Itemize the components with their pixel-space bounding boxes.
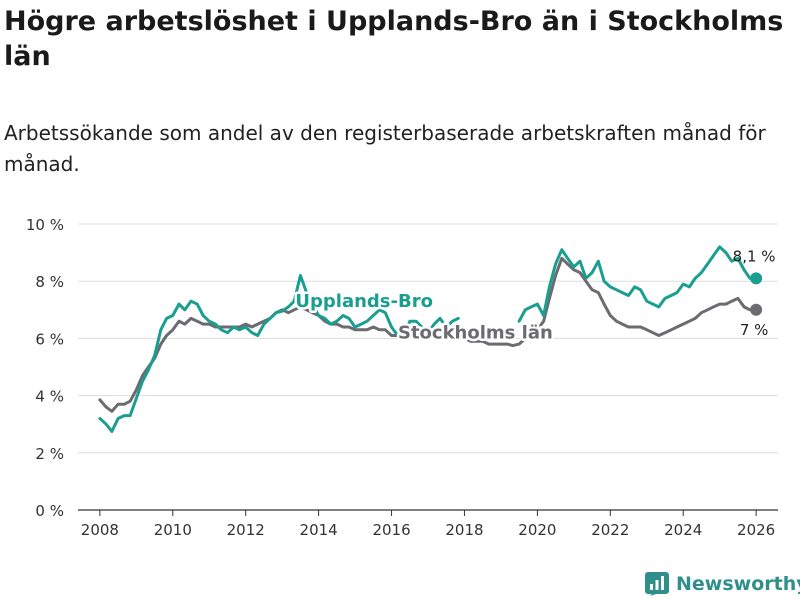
y-tick-label: 2 %: [35, 445, 64, 463]
upplands-bro-end-point: [750, 272, 763, 285]
chart-title: Högre arbetslöshet i Upplands-Bro än i S…: [4, 6, 784, 72]
x-tick-label: 2018: [445, 521, 483, 539]
x-tick-label: 2016: [372, 521, 410, 539]
stockholms-lan-series-line: [98, 256, 758, 413]
upplands-bro-series-line: [98, 245, 758, 433]
x-tick-label: 2026: [737, 521, 775, 539]
y-tick-label: 0 %: [35, 502, 64, 520]
newsworthy-logo-icon: [645, 572, 669, 596]
stockholms-lan-end-point: [750, 303, 763, 316]
stockholms-lan-series-label: Stockholms län: [398, 322, 553, 343]
brand-logo: Newsworthy: [644, 570, 800, 598]
x-tick-label: 2014: [300, 521, 338, 539]
upplands-bro-series-label: Upplands-Bro: [295, 291, 433, 312]
x-tick-label: 2020: [518, 521, 556, 539]
y-tick-label: 6 %: [35, 330, 64, 348]
y-tick-label: 8 %: [35, 273, 64, 291]
y-tick-label: 4 %: [35, 388, 64, 406]
brand-name: Newsworthy: [676, 573, 800, 595]
x-tick-label: 2010: [154, 521, 192, 539]
chart-subtitle: Arbetssökande som andel av den registerb…: [4, 121, 766, 176]
upplands-bro-end-value-label: 8,1 %: [733, 247, 776, 265]
stockholms-lan-end-value-label: 7 %: [740, 321, 769, 339]
x-tick-label: 2022: [591, 521, 629, 539]
x-tick-label: 2024: [664, 521, 702, 539]
x-tick-label: 2012: [227, 521, 265, 539]
x-tick-label: 2008: [81, 521, 119, 539]
y-tick-label: 10 %: [26, 216, 64, 234]
